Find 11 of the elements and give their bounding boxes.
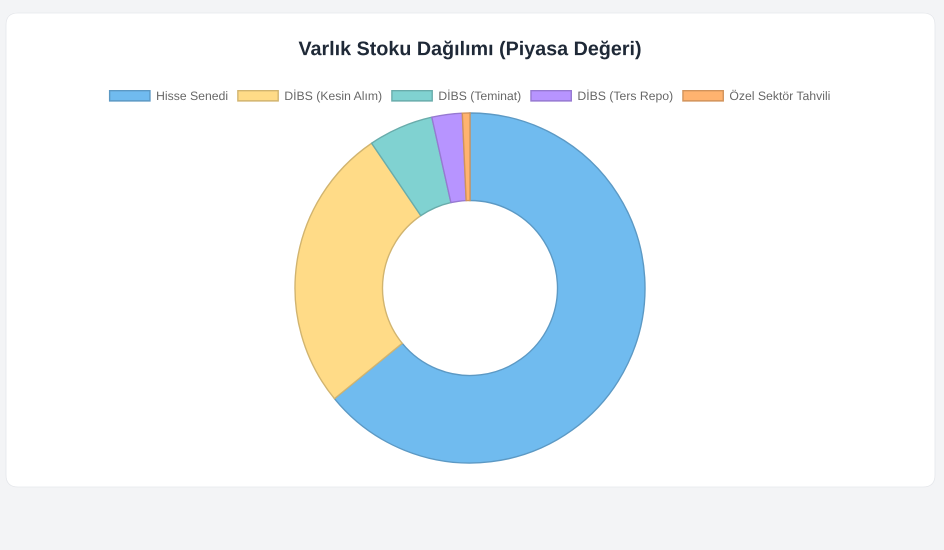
donut-slice — [462, 112, 471, 202]
legend-label: Özel Sektör Tahvili — [730, 90, 830, 100]
legend-label: DİBS (Teminat) — [439, 89, 520, 103]
donut-slice — [370, 116, 452, 216]
chart-title: Varlık Stoku Dağılımı (Piyasa Değeri) — [298, 40, 641, 60]
donut-slice — [431, 112, 467, 204]
donut-slice — [334, 112, 646, 464]
legend-label: DİBS (Kesin Alım) — [285, 89, 382, 103]
donut-slice — [294, 142, 422, 400]
legend-label: DİBS (Ters Repo) — [578, 89, 672, 103]
legend-label: Hisse Senedi — [157, 91, 228, 100]
